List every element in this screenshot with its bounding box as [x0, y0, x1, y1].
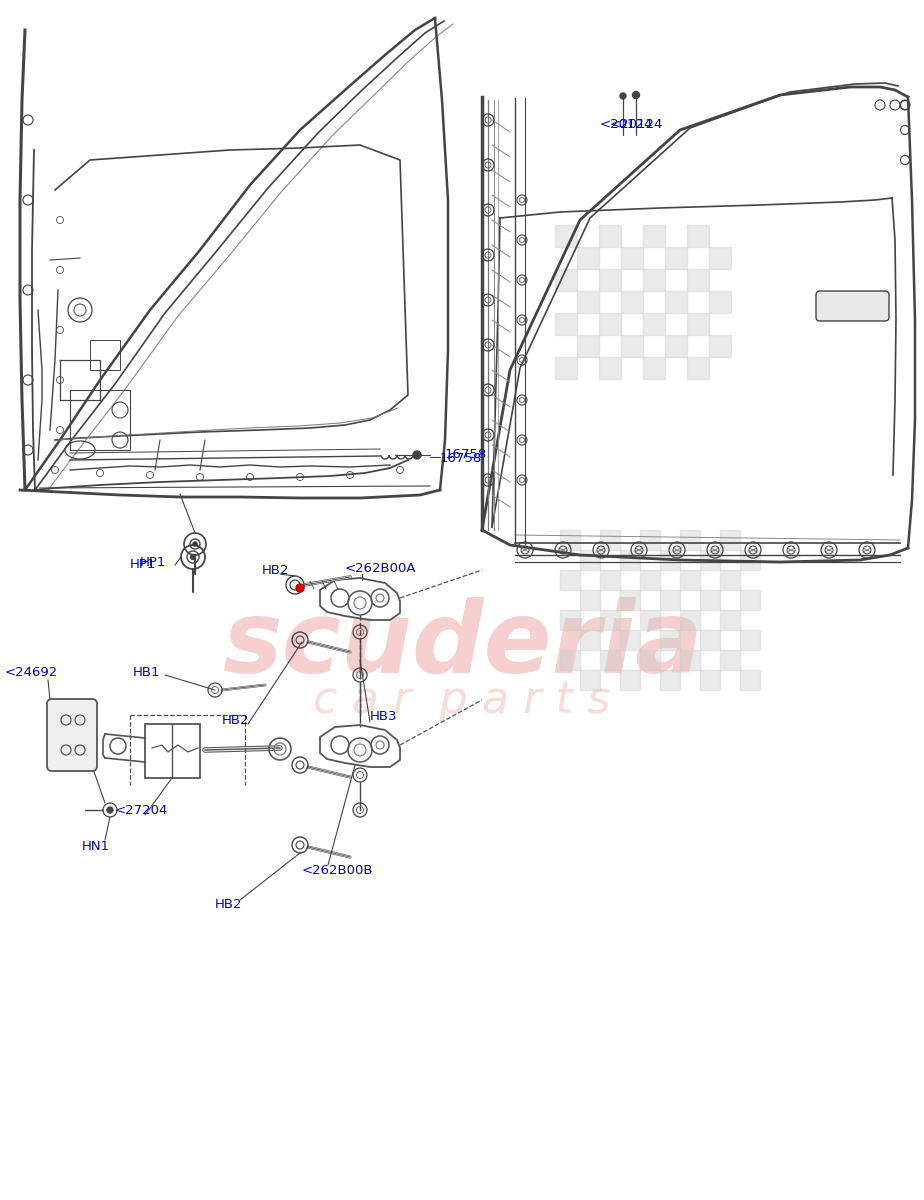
- Bar: [560, 570, 580, 590]
- Bar: [687, 226, 709, 247]
- Bar: [555, 269, 577, 290]
- Circle shape: [633, 91, 639, 98]
- Bar: [700, 590, 720, 610]
- Bar: [643, 358, 665, 379]
- Text: HN1: HN1: [82, 840, 110, 853]
- Circle shape: [193, 542, 197, 546]
- Text: HB1: HB1: [133, 666, 161, 678]
- Bar: [700, 630, 720, 650]
- Text: HP1: HP1: [130, 558, 156, 571]
- Bar: [580, 630, 600, 650]
- Bar: [680, 570, 700, 590]
- Bar: [560, 650, 580, 670]
- Bar: [640, 570, 660, 590]
- Bar: [600, 610, 620, 630]
- Text: <27204: <27204: [115, 804, 168, 816]
- Text: HB2: HB2: [222, 714, 249, 726]
- Bar: [560, 610, 580, 630]
- Bar: [680, 650, 700, 670]
- Bar: [740, 630, 760, 650]
- Text: <262B00A: <262B00A: [345, 562, 417, 575]
- Bar: [577, 290, 599, 313]
- Bar: [577, 247, 599, 269]
- Circle shape: [413, 451, 421, 458]
- Bar: [709, 335, 731, 358]
- Text: 16758: 16758: [440, 451, 482, 464]
- Bar: [680, 530, 700, 550]
- Bar: [580, 590, 600, 610]
- Bar: [720, 530, 740, 550]
- Bar: [665, 290, 687, 313]
- Text: HB3: HB3: [370, 709, 397, 722]
- Bar: [620, 630, 640, 650]
- Bar: [680, 610, 700, 630]
- Bar: [687, 313, 709, 335]
- Bar: [643, 226, 665, 247]
- Bar: [621, 247, 643, 269]
- Text: c a r  p a r t s: c a r p a r t s: [313, 678, 611, 721]
- Bar: [600, 570, 620, 590]
- Bar: [643, 313, 665, 335]
- Bar: [580, 550, 600, 570]
- Text: <262B00B: <262B00B: [302, 864, 373, 876]
- Text: <20124: <20124: [600, 119, 653, 132]
- Bar: [660, 590, 680, 610]
- Text: HB2: HB2: [215, 899, 242, 912]
- Bar: [577, 335, 599, 358]
- Bar: [720, 610, 740, 630]
- Bar: [687, 269, 709, 290]
- Bar: [640, 610, 660, 630]
- Circle shape: [107, 806, 113, 814]
- Bar: [620, 590, 640, 610]
- Bar: [555, 358, 577, 379]
- Bar: [599, 226, 621, 247]
- Bar: [740, 590, 760, 610]
- Bar: [640, 650, 660, 670]
- Bar: [665, 247, 687, 269]
- Bar: [580, 670, 600, 690]
- Bar: [720, 650, 740, 670]
- Bar: [709, 290, 731, 313]
- Text: HP1: HP1: [140, 556, 166, 569]
- Bar: [709, 247, 731, 269]
- Bar: [740, 670, 760, 690]
- Circle shape: [296, 584, 304, 592]
- Bar: [600, 650, 620, 670]
- Circle shape: [190, 554, 196, 559]
- Bar: [720, 570, 740, 590]
- Circle shape: [620, 92, 626, 98]
- Bar: [687, 358, 709, 379]
- Bar: [660, 630, 680, 650]
- FancyBboxPatch shape: [47, 698, 97, 770]
- Bar: [660, 550, 680, 570]
- Bar: [660, 670, 680, 690]
- Bar: [621, 290, 643, 313]
- Text: <20124: <20124: [610, 119, 663, 132]
- Bar: [560, 530, 580, 550]
- Bar: [740, 550, 760, 570]
- Bar: [700, 670, 720, 690]
- Bar: [665, 335, 687, 358]
- Text: scuderia: scuderia: [222, 596, 702, 694]
- Text: <24692: <24692: [5, 666, 58, 678]
- Text: 16758: 16758: [445, 449, 487, 462]
- Bar: [640, 530, 660, 550]
- Bar: [555, 313, 577, 335]
- Bar: [643, 269, 665, 290]
- Bar: [621, 335, 643, 358]
- Bar: [620, 550, 640, 570]
- Bar: [600, 530, 620, 550]
- Bar: [599, 358, 621, 379]
- Bar: [620, 670, 640, 690]
- Text: HB2: HB2: [262, 564, 289, 576]
- Bar: [700, 550, 720, 570]
- Bar: [599, 269, 621, 290]
- Bar: [599, 313, 621, 335]
- FancyBboxPatch shape: [816, 290, 889, 320]
- Bar: [555, 226, 577, 247]
